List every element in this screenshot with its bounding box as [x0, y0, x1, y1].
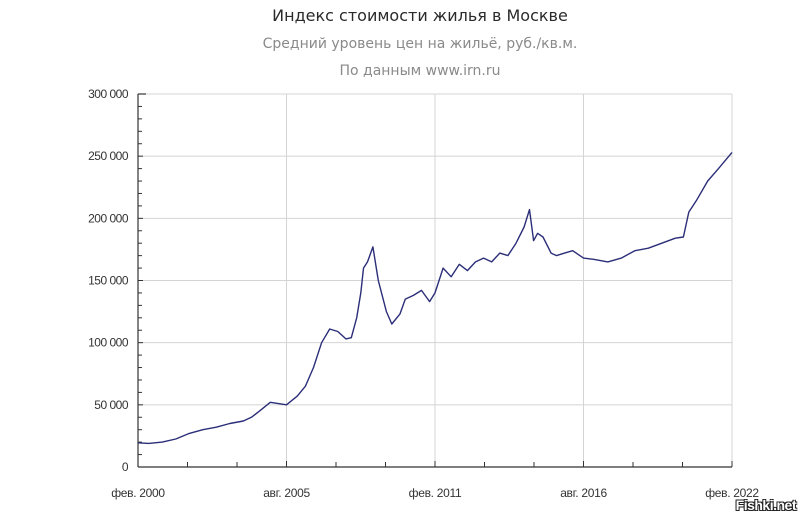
- x-tick-label: фев. 2011: [409, 486, 462, 500]
- chart-title: Индекс стоимости жилья в Москве: [272, 6, 568, 25]
- y-tick-label: 0: [122, 460, 129, 474]
- y-tick-label: 150 000: [88, 274, 129, 288]
- chart-subtitle: Средний уровень цен на жильё, руб./кв.м.: [262, 36, 578, 52]
- x-tick-label: фев. 2022: [705, 486, 759, 500]
- y-tick-label: 250 000: [88, 149, 129, 163]
- gridlines: [138, 93, 733, 467]
- y-axis-ticks: 0 50 000 100 000 150 000 200 000 250 000 300 0…: [88, 87, 129, 474]
- y-tick-label: 300 000: [88, 87, 129, 101]
- x-tick-label: авг. 2005: [263, 486, 310, 500]
- x-tick-label: фев. 2000: [111, 486, 165, 500]
- y-tick-label: 100 000: [88, 336, 129, 350]
- chart-source: По данным www.irn.ru: [339, 63, 501, 79]
- watermark: Fishki.net: [735, 497, 797, 513]
- x-axis-ticks: фев. 2000 авг. 2005 фев. 2011 авг. 2016 фев.…: [111, 486, 760, 500]
- x-tick-label: авг. 2016: [560, 486, 607, 500]
- price-index-line: [137, 151, 733, 445]
- y-tick-label: 50 000: [94, 398, 129, 412]
- y-tick-label: 200 000: [88, 211, 129, 225]
- axes: [137, 93, 733, 468]
